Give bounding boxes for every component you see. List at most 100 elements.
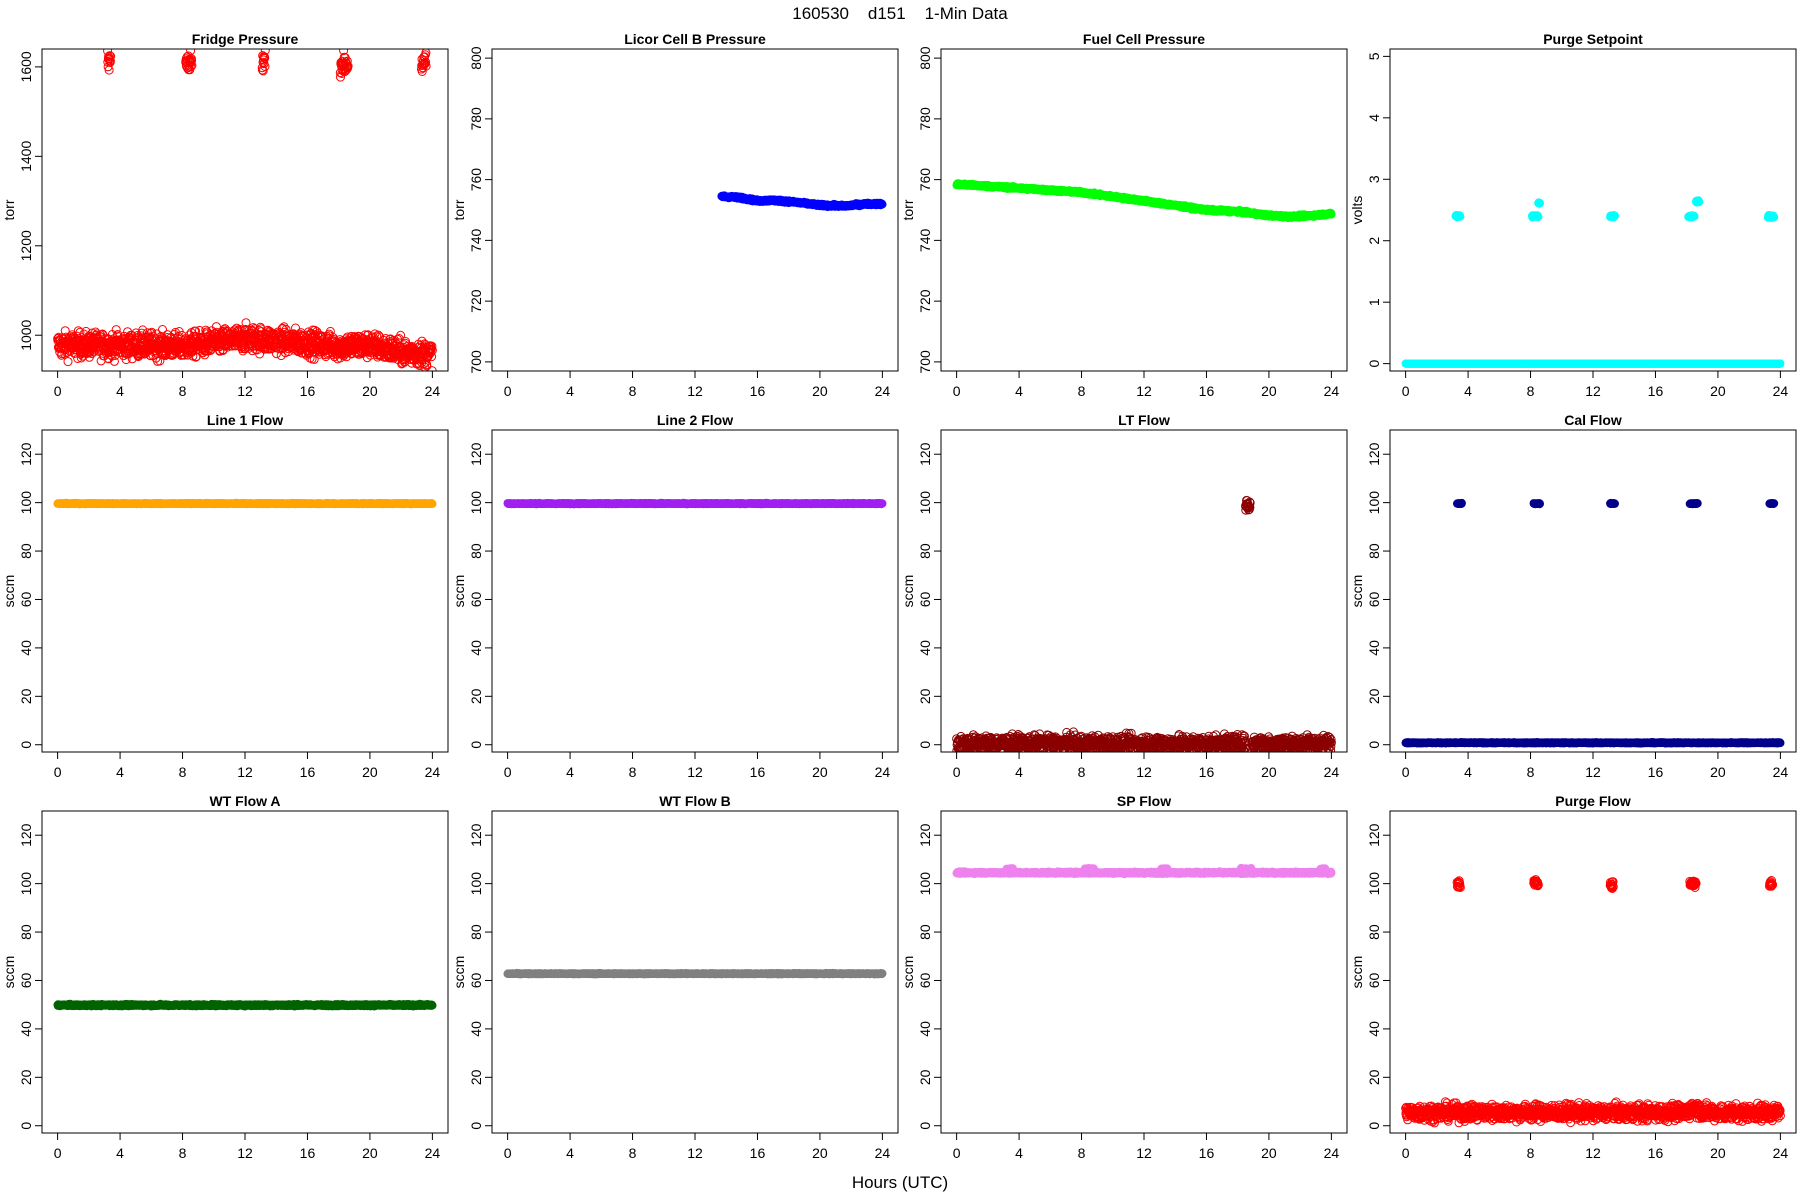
data-point xyxy=(398,358,407,368)
data-point xyxy=(421,57,431,67)
x-tick-label: 20 xyxy=(1261,383,1277,399)
y-tick-label: 760 xyxy=(917,168,933,192)
data-point xyxy=(211,322,221,332)
x-tick-label: 0 xyxy=(504,383,512,399)
data-point xyxy=(310,325,320,335)
data-point xyxy=(81,326,91,336)
x-tick-label: 12 xyxy=(1136,383,1152,399)
data-point xyxy=(260,53,270,63)
plot-frame xyxy=(940,48,1348,372)
x-tick-label: 0 xyxy=(953,383,961,399)
data-point xyxy=(427,352,437,362)
data-point xyxy=(325,326,335,336)
x-tick-label: 8 xyxy=(1078,383,1086,399)
x-tick-label: 12 xyxy=(237,383,253,399)
y-tick-label: 800 xyxy=(917,46,933,70)
y-tick-label: 1000 xyxy=(18,319,34,350)
data-point xyxy=(342,56,352,66)
data-point xyxy=(105,51,115,61)
data-point xyxy=(258,66,268,76)
data-point xyxy=(1327,210,1336,219)
data-point xyxy=(373,330,383,340)
data-point xyxy=(98,329,108,339)
y-tick-label: 760 xyxy=(468,168,484,192)
x-tick-label: 4 xyxy=(566,383,574,399)
data-point xyxy=(427,341,437,351)
data-point xyxy=(185,49,189,50)
data-point xyxy=(260,49,270,55)
data-point xyxy=(421,49,431,58)
data-point xyxy=(138,325,148,335)
x-tick-label: 24 xyxy=(425,383,441,399)
x-tick-label: 24 xyxy=(1324,383,1340,399)
data-point xyxy=(272,349,281,359)
panel-title: Licor Cell B Pressure xyxy=(624,31,766,47)
data-point xyxy=(187,55,197,65)
data-point xyxy=(426,344,436,354)
data-point xyxy=(388,336,398,346)
data-point xyxy=(105,56,115,66)
data-point xyxy=(60,326,70,336)
data-point xyxy=(878,200,887,209)
series-points xyxy=(952,179,1336,222)
data-point xyxy=(106,51,116,61)
data-point xyxy=(427,345,437,355)
y-tick-label: 1600 xyxy=(18,51,34,82)
data-point xyxy=(109,356,119,366)
y-axis-label: torr xyxy=(451,199,467,220)
y-axis-label: torr xyxy=(1,199,17,220)
y-tick-label: 740 xyxy=(468,228,484,252)
panel-title: Fuel Cell Pressure xyxy=(1083,31,1205,47)
data-point xyxy=(75,327,85,337)
x-tick-label: 20 xyxy=(812,383,828,399)
series-points xyxy=(53,49,437,371)
figure-title: 160530 d151 1-Min Data xyxy=(792,4,1008,23)
data-point xyxy=(339,49,349,56)
data-point xyxy=(187,61,197,70)
x-tick-label: 16 xyxy=(300,383,316,399)
data-point xyxy=(343,61,353,71)
data-point xyxy=(401,337,411,346)
x-tick-label: 4 xyxy=(1015,383,1023,399)
series-points xyxy=(717,191,887,212)
y-tick-label: 720 xyxy=(468,289,484,313)
data-point xyxy=(63,357,73,367)
panel-title: Fridge Pressure xyxy=(192,31,299,47)
x-tick-label: 12 xyxy=(687,383,703,399)
data-point xyxy=(158,325,167,334)
x-tick-label: 8 xyxy=(179,383,187,399)
y-tick-label: 700 xyxy=(468,350,484,374)
panels-container: Fridge Pressure 0 4 8 12 16 20 24 1000 12 0 0 1400 16… xyxy=(1,31,1797,1161)
y-tick-label: 700 xyxy=(917,350,933,374)
y-axis-label: torr xyxy=(900,199,916,220)
y-tick-label: 800 xyxy=(468,46,484,70)
x-tick-label: 8 xyxy=(629,383,637,399)
x-tick-label: 20 xyxy=(362,383,378,399)
y-tick-label: 780 xyxy=(468,107,484,131)
data-point xyxy=(96,332,106,342)
data-point xyxy=(111,325,121,335)
data-point xyxy=(279,322,289,332)
data-point xyxy=(147,327,157,337)
x-tick-label: 0 xyxy=(54,383,62,399)
data-point xyxy=(155,356,165,366)
data-point xyxy=(60,349,70,359)
y-tick-label: 1400 xyxy=(18,141,34,172)
series-points xyxy=(1401,196,1785,368)
x-tick-label: 16 xyxy=(750,383,766,399)
data-point xyxy=(421,61,431,71)
data-point xyxy=(241,318,251,328)
y-tick-label: 780 xyxy=(917,107,933,131)
data-point xyxy=(420,362,430,371)
y-tick-label: 720 xyxy=(917,289,933,313)
figure-xlabel: Hours (UTC) xyxy=(852,1173,948,1192)
x-tick-label: 4 xyxy=(116,383,124,399)
data-point xyxy=(191,326,201,336)
data-point xyxy=(284,347,293,357)
plot-frame xyxy=(41,48,449,372)
